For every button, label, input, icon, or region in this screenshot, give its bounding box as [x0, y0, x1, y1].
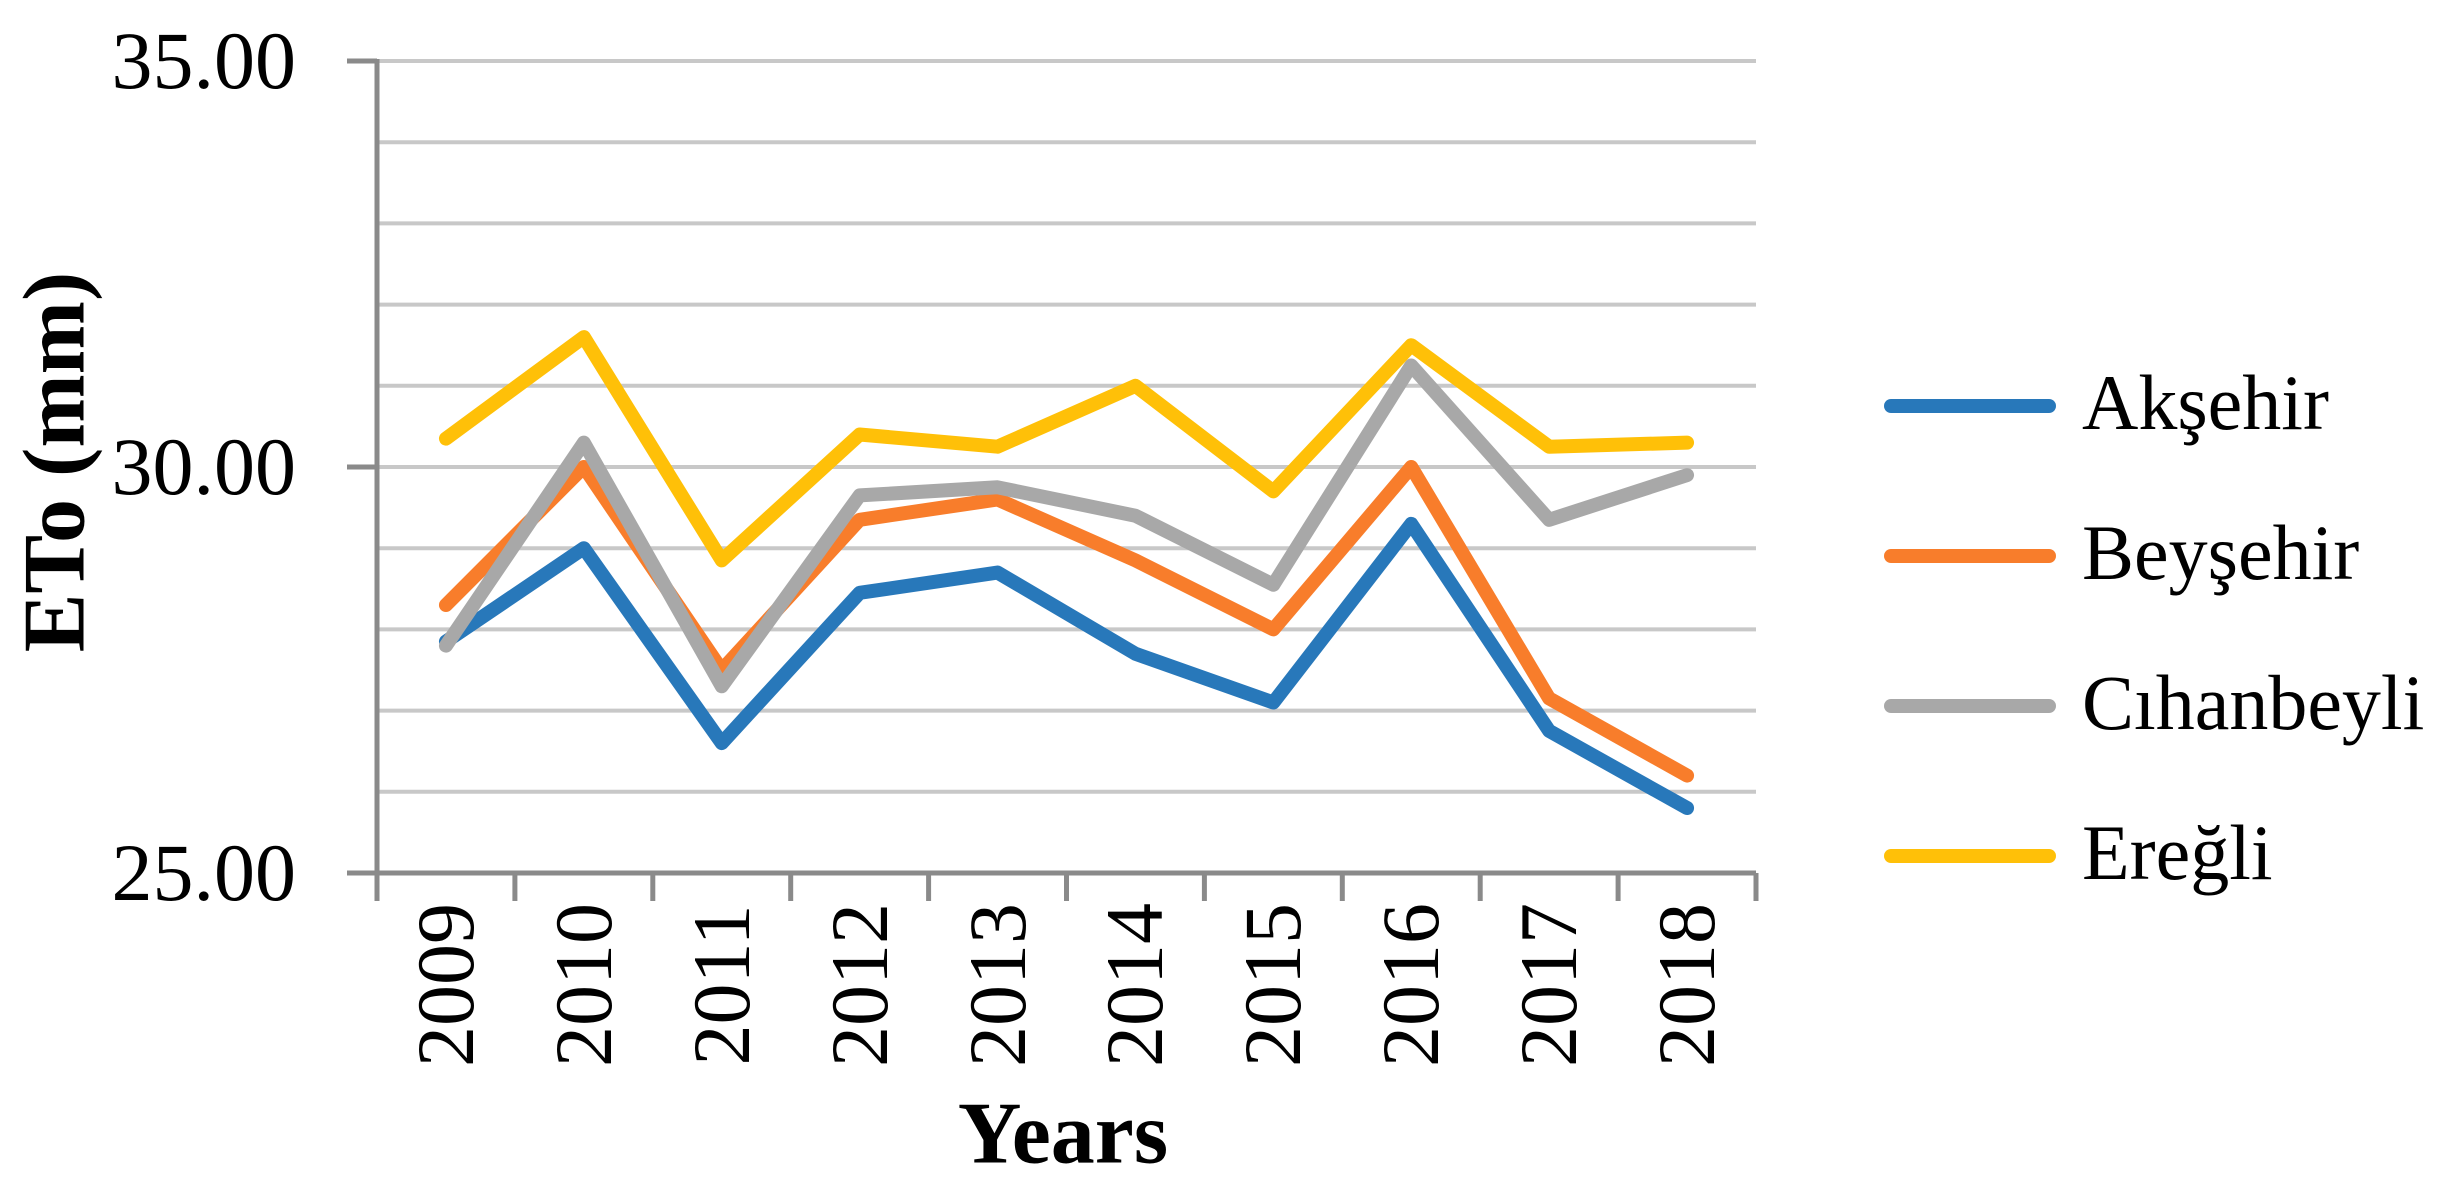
legend-swatch-ereğli	[1884, 849, 2056, 863]
series-line-cıhanbeyli	[438, 358, 1695, 694]
series-line-ereğli	[438, 330, 1695, 568]
x-tick-label-2014: 2014	[1089, 903, 1181, 1067]
y-tick-label-35.00: 35.00	[111, 15, 297, 106]
x-tick-label-2016: 2016	[1365, 903, 1457, 1067]
x-tick-label-2011: 2011	[675, 904, 767, 1066]
legend-swatch-akşehir	[1884, 399, 2056, 413]
y-tick-label-25.00: 25.00	[111, 827, 297, 918]
series-line-akşehir	[438, 516, 1695, 816]
x-tick-label-2018: 2018	[1641, 903, 1733, 1067]
legend-label-cıhanbeyli: Cıhanbeyli	[2082, 658, 2425, 746]
y-tick-label-30.00: 30.00	[111, 421, 297, 512]
x-tick-label-2010: 2010	[537, 903, 629, 1067]
legend-swatch-beyşehir	[1884, 549, 2056, 563]
x-tick-label-2017: 2017	[1503, 903, 1595, 1067]
axis-ticks	[347, 58, 1759, 901]
x-tick-label-2013: 2013	[951, 903, 1043, 1067]
data-series	[438, 330, 1695, 816]
x-tick-label-2015: 2015	[1227, 903, 1319, 1067]
legend-swatch-cıhanbeyli	[1884, 699, 2056, 713]
x-axis-title: Years	[957, 1085, 1169, 1183]
legend-label-ereğli: Ereğli	[2082, 808, 2273, 896]
x-tick-label-2009: 2009	[399, 903, 491, 1067]
legend-label-akşehir: Akşehir	[2082, 358, 2329, 446]
x-tick-label-2012: 2012	[813, 903, 905, 1067]
legend-label-beyşehir: Beyşehir	[2082, 508, 2360, 596]
gridlines	[377, 59, 1756, 794]
